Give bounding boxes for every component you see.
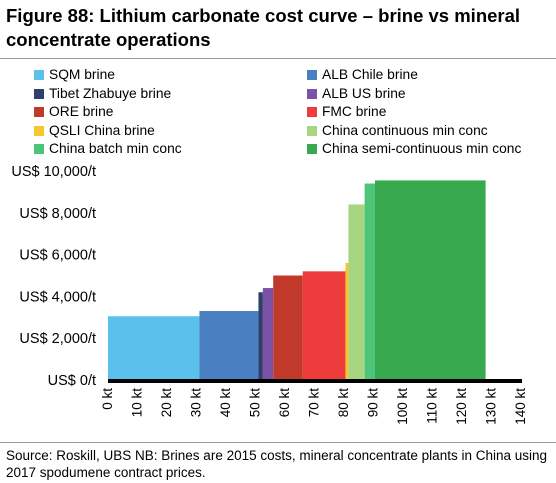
cost-bar [302,271,346,380]
legend-swatch [307,125,317,136]
y-tick-label: US$ 6,000/t [19,248,96,264]
x-axis-line [108,379,522,383]
x-tick-label: 140 kt [513,388,528,425]
legend-label: ORE brine [49,104,114,119]
legend-label: China batch min conc [49,141,182,156]
legend-label: SQM brine [49,67,115,82]
legend-label: China continuous min conc [322,122,488,138]
legend-swatch [307,70,317,80]
title-divider [0,58,556,59]
x-tick-label: 30 kt [189,388,204,418]
legend-swatch [34,88,44,99]
y-tick-label: US$ 10,000/t [11,164,96,180]
cost-bar [199,311,259,380]
legend-label: QSLI China brine [49,122,155,138]
cost-bar [108,316,200,380]
cost-bar [258,292,263,380]
x-tick-label: 10 kt [130,388,145,418]
legend-swatch [34,144,44,154]
x-tick-label: 90 kt [366,388,381,418]
legend-label: ALB Chile brine [322,67,418,82]
cost-bar [262,288,274,380]
x-tick-label: 130 kt [484,388,499,425]
x-tick-label: 110 kt [425,388,440,424]
x-tick-label: 40 kt [218,388,233,418]
y-tick-label: US$ 8,000/t [19,206,96,222]
legend-label: FMC brine [322,104,387,119]
legend-swatch [307,107,317,117]
cost-bar [374,180,486,380]
x-tick-label: 120 kt [454,388,469,425]
cost-curve-chart: US$ 0/t US$ 2,000/t US$ 4,000/t US$ 6,000/t… [11,164,528,425]
y-tick-label: US$ 0/t [48,373,96,389]
source-note: Source: Roskill, UBS NB: Brines are 2015… [6,448,548,480]
legend-swatch [307,88,317,99]
x-tick-label: 60 kt [277,388,292,418]
legend-swatch [34,125,44,136]
x-tick-label: 100 kt [395,388,410,425]
cost-bar [348,204,365,380]
legend-swatch [34,107,44,117]
legend-label: China semi-continuous min conc [322,141,522,156]
x-tick-label: 0 kt [100,388,115,410]
x-tick-label: 70 kt [307,388,322,418]
cost-bar [345,262,349,380]
y-tick-label: US$ 4,000/t [19,289,96,305]
legend-swatch [34,70,44,80]
figure-title: Figure 88: Lithium carbonate cost curve … [6,5,521,50]
y-tick-label: US$ 2,000/t [19,331,96,347]
legend-label: ALB US brine [322,85,406,101]
legend-swatch [307,144,317,154]
legend: SQM brine ALB Chile brine Tibet Zhabuye br… [0,0,556,160]
x-tick-label: 80 kt [336,388,351,418]
x-tick-label: 20 kt [159,388,174,418]
legend-label: Tibet Zhabuye brine [49,85,172,101]
x-tick-label: 50 kt [248,388,263,418]
cost-bar [364,183,375,380]
source-divider [0,442,556,443]
cost-bar [273,275,303,380]
